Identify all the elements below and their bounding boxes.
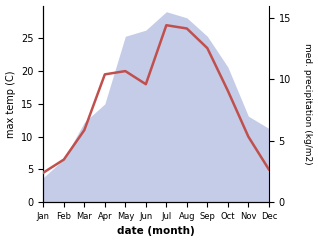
X-axis label: date (month): date (month) <box>117 227 195 236</box>
Y-axis label: max temp (C): max temp (C) <box>5 70 16 138</box>
Y-axis label: med. precipitation (kg/m2): med. precipitation (kg/m2) <box>303 43 313 165</box>
